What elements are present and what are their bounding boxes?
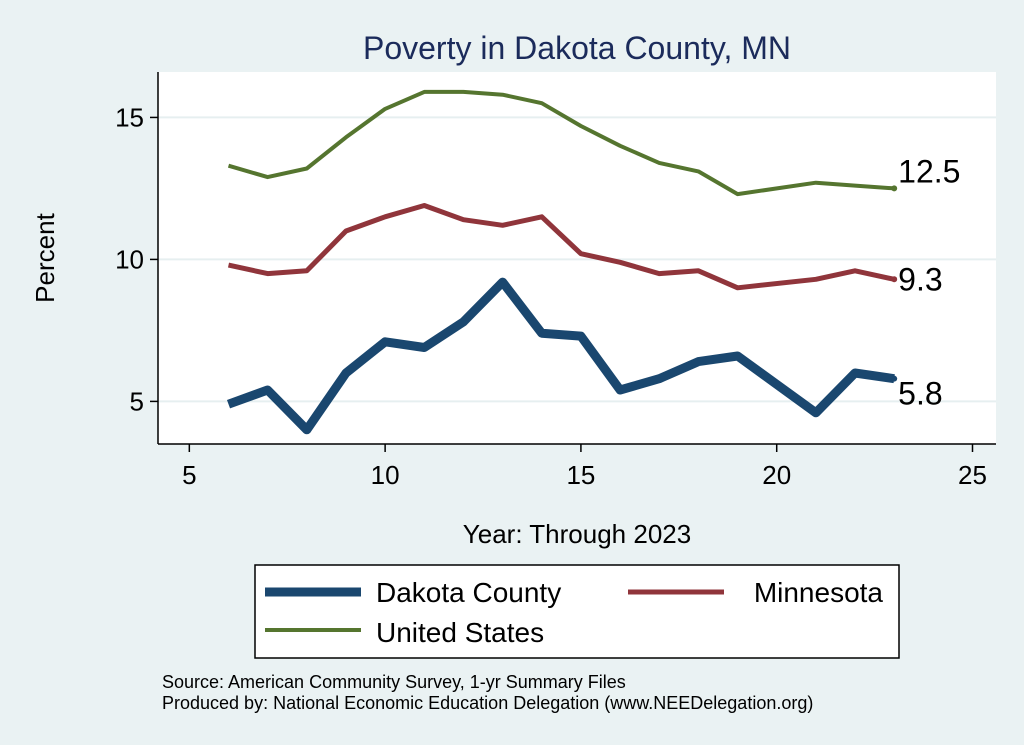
legend-label: Minnesota (754, 577, 884, 608)
series-end-point (891, 375, 898, 382)
source-note: Source: American Community Survey, 1-yr … (162, 672, 626, 692)
legend-label: Dakota County (376, 577, 561, 608)
y-tick-label: 5 (130, 386, 144, 416)
chart-title: Poverty in Dakota County, MN (363, 30, 791, 66)
series-end-point (891, 276, 898, 283)
legend: Dakota County Minnesota United States (254, 564, 900, 659)
x-tick-label: 5 (182, 460, 196, 490)
gridlines (158, 116, 996, 403)
end-value-label: 12.5 (898, 153, 960, 189)
end-value-label: 5.8 (898, 376, 942, 412)
x-tick-label: 10 (371, 460, 400, 490)
plot-area (158, 72, 996, 444)
legend-label: United States (376, 617, 544, 648)
end-value-label: 9.3 (898, 261, 942, 297)
axes: 5 10 15 5 10 15 20 25 (115, 72, 996, 490)
series-end-point (891, 185, 898, 192)
series-line-united-states (227, 89, 895, 197)
y-tick-label: 15 (115, 102, 144, 132)
legend-box (254, 564, 900, 659)
end-labels: 5.8 9.3 12.5 (898, 153, 960, 411)
x-axis-title: Year: Through 2023 (463, 519, 691, 549)
y-axis-title: Percent (30, 212, 60, 302)
series-line-dakota-county (226, 277, 895, 435)
x-tick-label: 25 (958, 460, 987, 490)
series-line-minnesota (227, 203, 895, 291)
x-tick-label: 20 (762, 460, 791, 490)
x-tick-label: 15 (566, 460, 595, 490)
producer-note: Produced by: National Economic Education… (162, 693, 813, 713)
y-tick-label: 10 (115, 244, 144, 274)
series-lines (226, 89, 898, 435)
